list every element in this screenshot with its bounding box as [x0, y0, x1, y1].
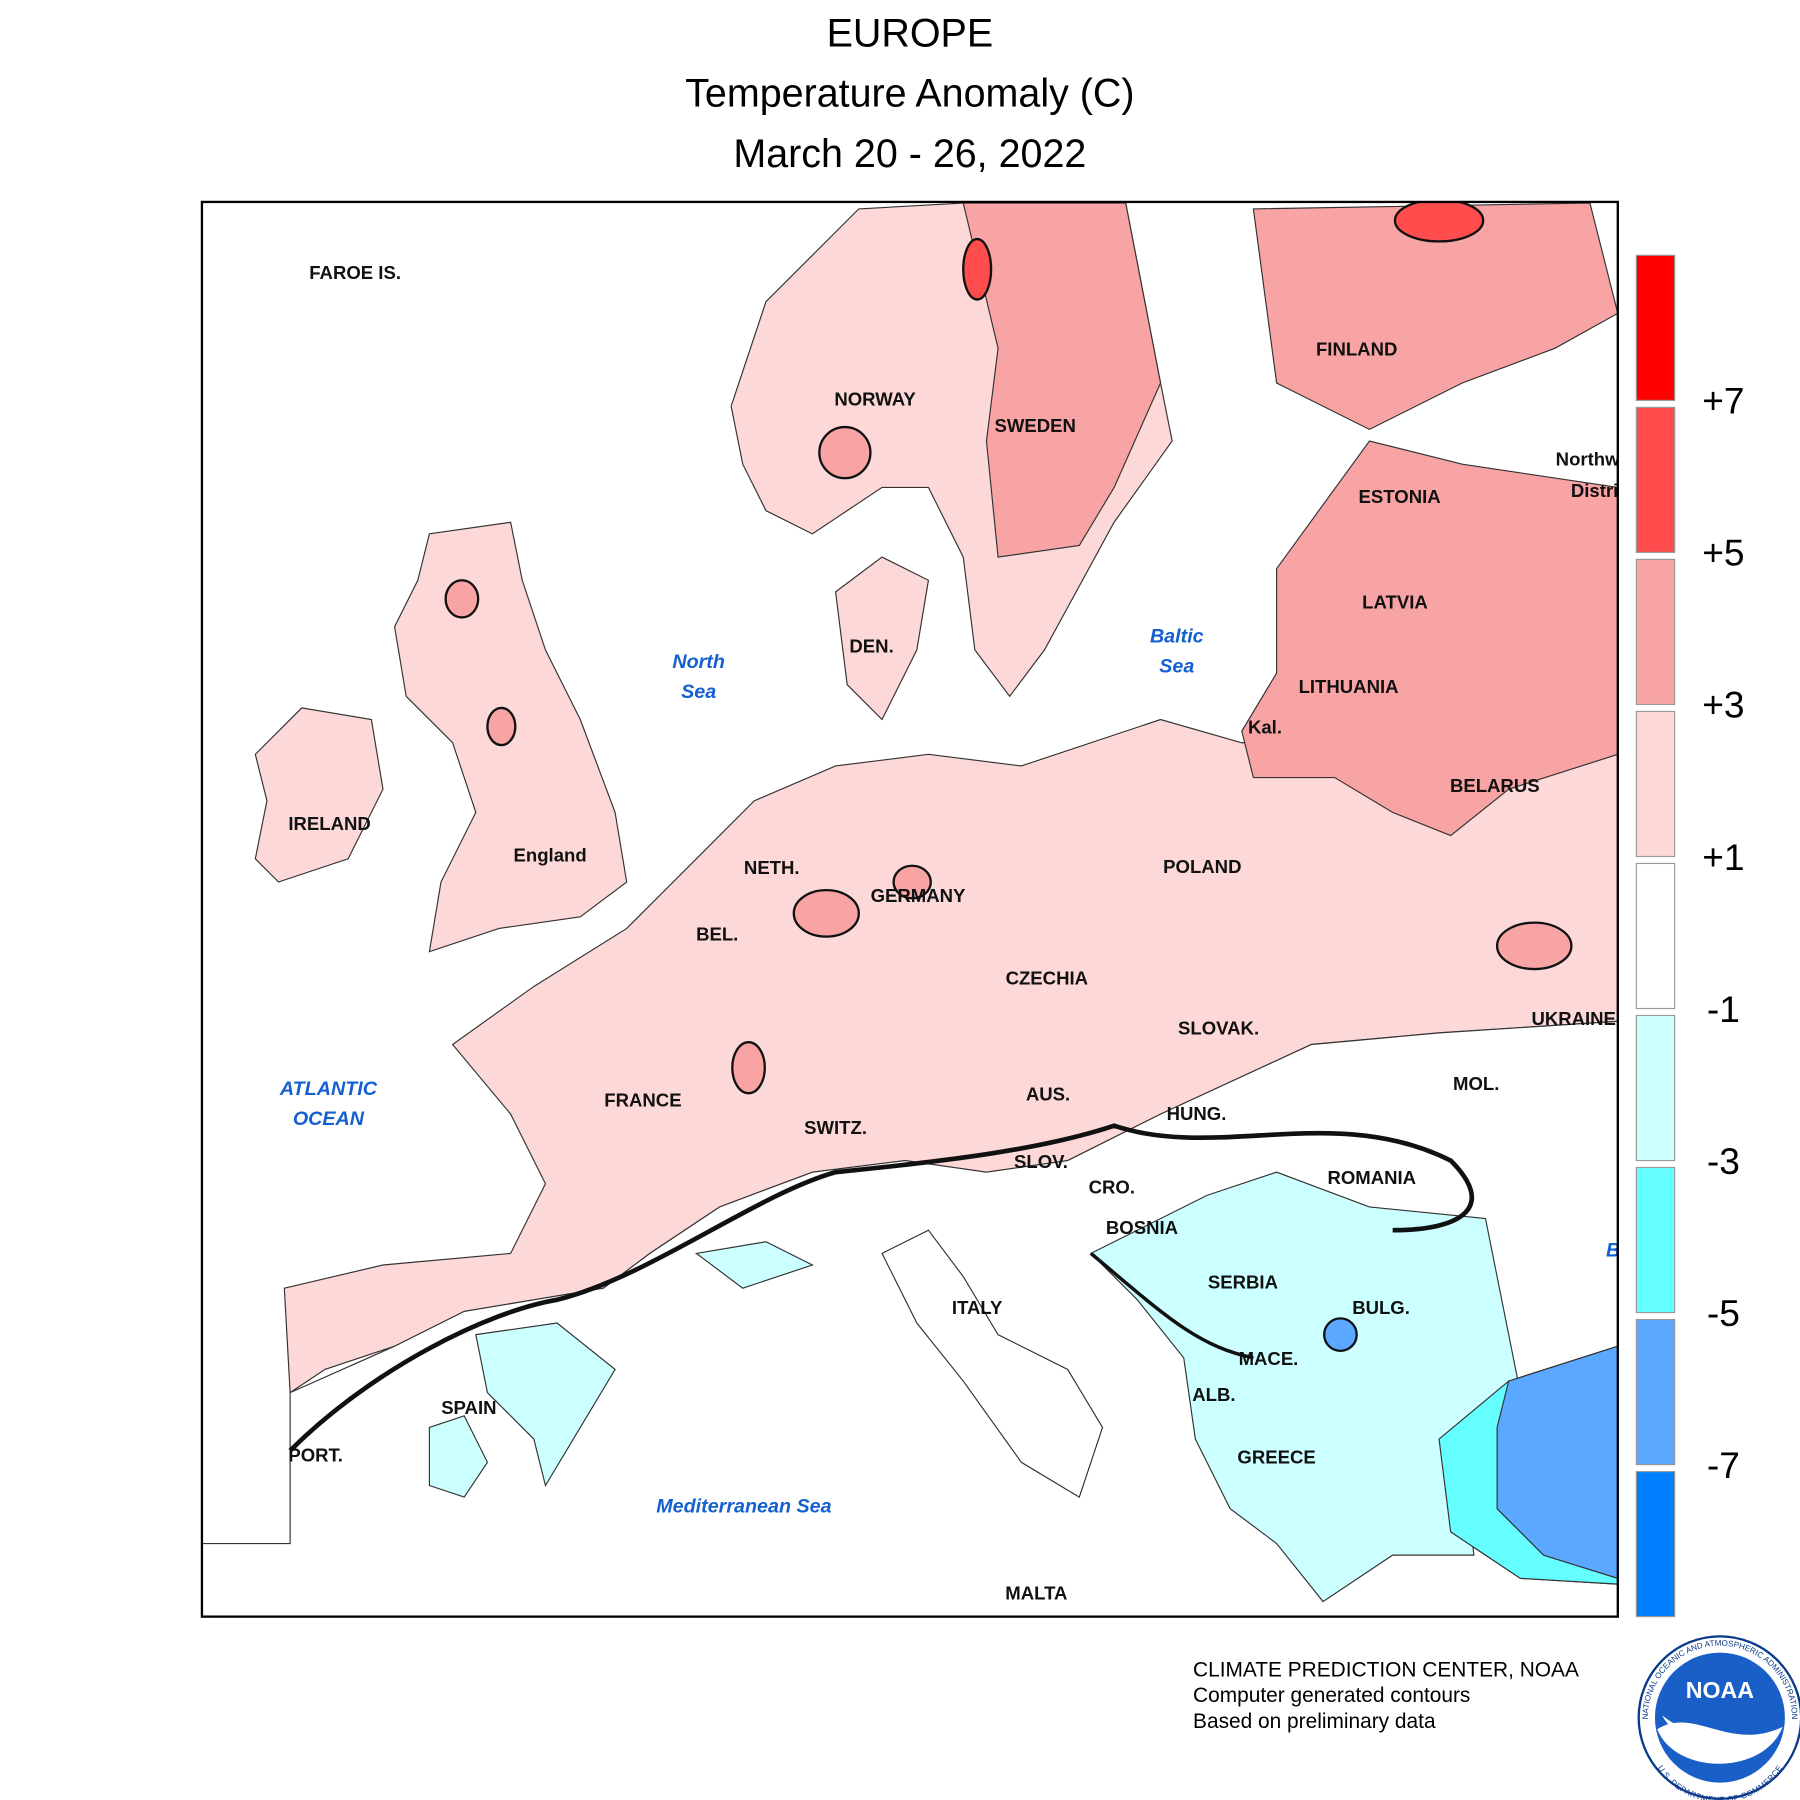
place-label: MALTA [1005, 1582, 1067, 1603]
place-label: ALB. [1192, 1384, 1235, 1405]
place-label: IRELAND [288, 813, 370, 834]
legend-swatch [1635, 1470, 1676, 1618]
place-label: England [514, 844, 587, 865]
sea-label: Sea [1159, 656, 1194, 678]
place-label: SLOVAK. [1178, 1017, 1259, 1038]
legend-label: -3 [1707, 1140, 1740, 1182]
subtitle: Temperature Anomaly (C) [685, 72, 1134, 116]
map-frame [200, 200, 1619, 1618]
place-label: GREECE [1237, 1447, 1315, 1468]
sea-label: Sea [681, 681, 716, 703]
place-label: ESTONIA [1359, 486, 1441, 507]
legend-label: -7 [1707, 1444, 1740, 1486]
place-label: ITALY [952, 1297, 1003, 1318]
sea-label: B [1606, 1239, 1620, 1261]
legend-swatch [1635, 1166, 1676, 1314]
legend-label: +7 [1702, 380, 1744, 422]
title: EUROPE [827, 11, 994, 55]
place-label: Northw [1556, 449, 1620, 470]
legend-label: +5 [1702, 532, 1744, 574]
place-label: FAROE IS. [309, 262, 401, 283]
place-label: MOL. [1453, 1073, 1499, 1094]
legend-swatch [1635, 1014, 1676, 1162]
legend: +7 +5 +3 +1 -1 -3 -5 -7 [1635, 254, 1745, 1618]
legend-label: -5 [1707, 1292, 1740, 1334]
place-label: BELARUS [1450, 775, 1540, 796]
place-label: DEN. [849, 635, 893, 656]
credit: CLIMATE PREDICTION CENTER, NOAA [1193, 1659, 1579, 1682]
date: March 20 - 26, 2022 [733, 132, 1086, 176]
place-label: BULG. [1352, 1297, 1410, 1318]
sea-label: ATLANTIC [279, 1078, 378, 1100]
credit: Computer generated contours [1193, 1684, 1470, 1707]
place-label: BOSNIA [1106, 1217, 1178, 1238]
place-label: CRO. [1089, 1176, 1135, 1197]
place-label: SERBIA [1208, 1271, 1278, 1292]
place-label: FINLAND [1316, 338, 1397, 359]
place-label: ROMANIA [1327, 1167, 1416, 1188]
legend-label: -1 [1707, 988, 1740, 1030]
place-label: BEL. [696, 923, 738, 944]
place-label: PORT. [288, 1444, 343, 1465]
sea-label: OCEAN [293, 1108, 365, 1130]
place-label: NORWAY [834, 388, 916, 409]
legend-label: +3 [1702, 684, 1744, 726]
noaa-logo: NOAA NATIONAL OCEANIC AND ATMOSPHERIC AD… [1637, 1635, 1800, 1800]
place-label: HUNG. [1167, 1103, 1227, 1124]
credit: Based on preliminary data [1193, 1710, 1436, 1733]
sea-label: Mediterranean Sea [656, 1496, 831, 1518]
legend-swatch [1635, 862, 1676, 1010]
place-label: MACE. [1239, 1348, 1299, 1369]
place-label: FRANCE [604, 1089, 681, 1110]
legend-swatch [1635, 710, 1676, 858]
legend-swatch [1635, 406, 1676, 553]
place-label: SWEDEN [994, 415, 1075, 436]
legend-swatch [1635, 254, 1676, 401]
place-label: AUS. [1026, 1083, 1070, 1104]
place-label: GERMANY [871, 885, 966, 906]
legend-swatch [1635, 558, 1676, 706]
map: FAROE IS. NORWAY SWEDEN FINLAND ESTONIA LATVI… [201, 201, 1620, 1617]
place-label: SLOV. [1014, 1151, 1068, 1172]
sea-label: Baltic [1150, 625, 1204, 647]
place-label: SPAIN [441, 1397, 496, 1418]
legend-swatch [1635, 1318, 1676, 1466]
place-label: LITHUANIA [1299, 676, 1399, 697]
place-label: Kal. [1248, 717, 1282, 738]
place-label: NETH. [744, 857, 800, 878]
place-label: UKRAINE [1531, 1008, 1615, 1029]
place-label: CZECHIA [1006, 967, 1088, 988]
place-label: SWITZ. [804, 1117, 867, 1138]
place-label: Distri [1571, 480, 1618, 501]
sea-label: North [672, 651, 725, 673]
place-label: POLAND [1163, 856, 1241, 877]
place-label: LATVIA [1362, 591, 1428, 612]
logo-text: NOAA [1686, 1677, 1755, 1703]
legend-label: +1 [1702, 836, 1744, 878]
